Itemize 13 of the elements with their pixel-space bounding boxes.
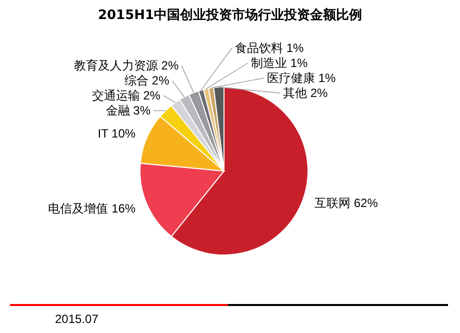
slice-label: IT 10%: [98, 126, 136, 141]
slice-label: 互联网 62%: [314, 196, 378, 210]
slice-label: 教育及人力资源 2%: [74, 58, 179, 73]
slice-label: 其他 2%: [283, 86, 328, 100]
slice-label: 交通运输 2%: [92, 88, 161, 103]
slice-label: 制造业 1%: [251, 56, 308, 70]
slice-label: 医疗健康 1%: [267, 71, 336, 85]
chart-title: 2015H1中国创业投资市场行业投资金额比例: [98, 7, 362, 23]
slice-label: 金融 3%: [106, 104, 151, 118]
slice-label: 综合 2%: [124, 74, 170, 88]
text: 2015.07: [55, 312, 98, 326]
slice-label: 电信及增值 16%: [48, 201, 136, 216]
slice-label: 食品饮料 1%: [235, 41, 304, 55]
